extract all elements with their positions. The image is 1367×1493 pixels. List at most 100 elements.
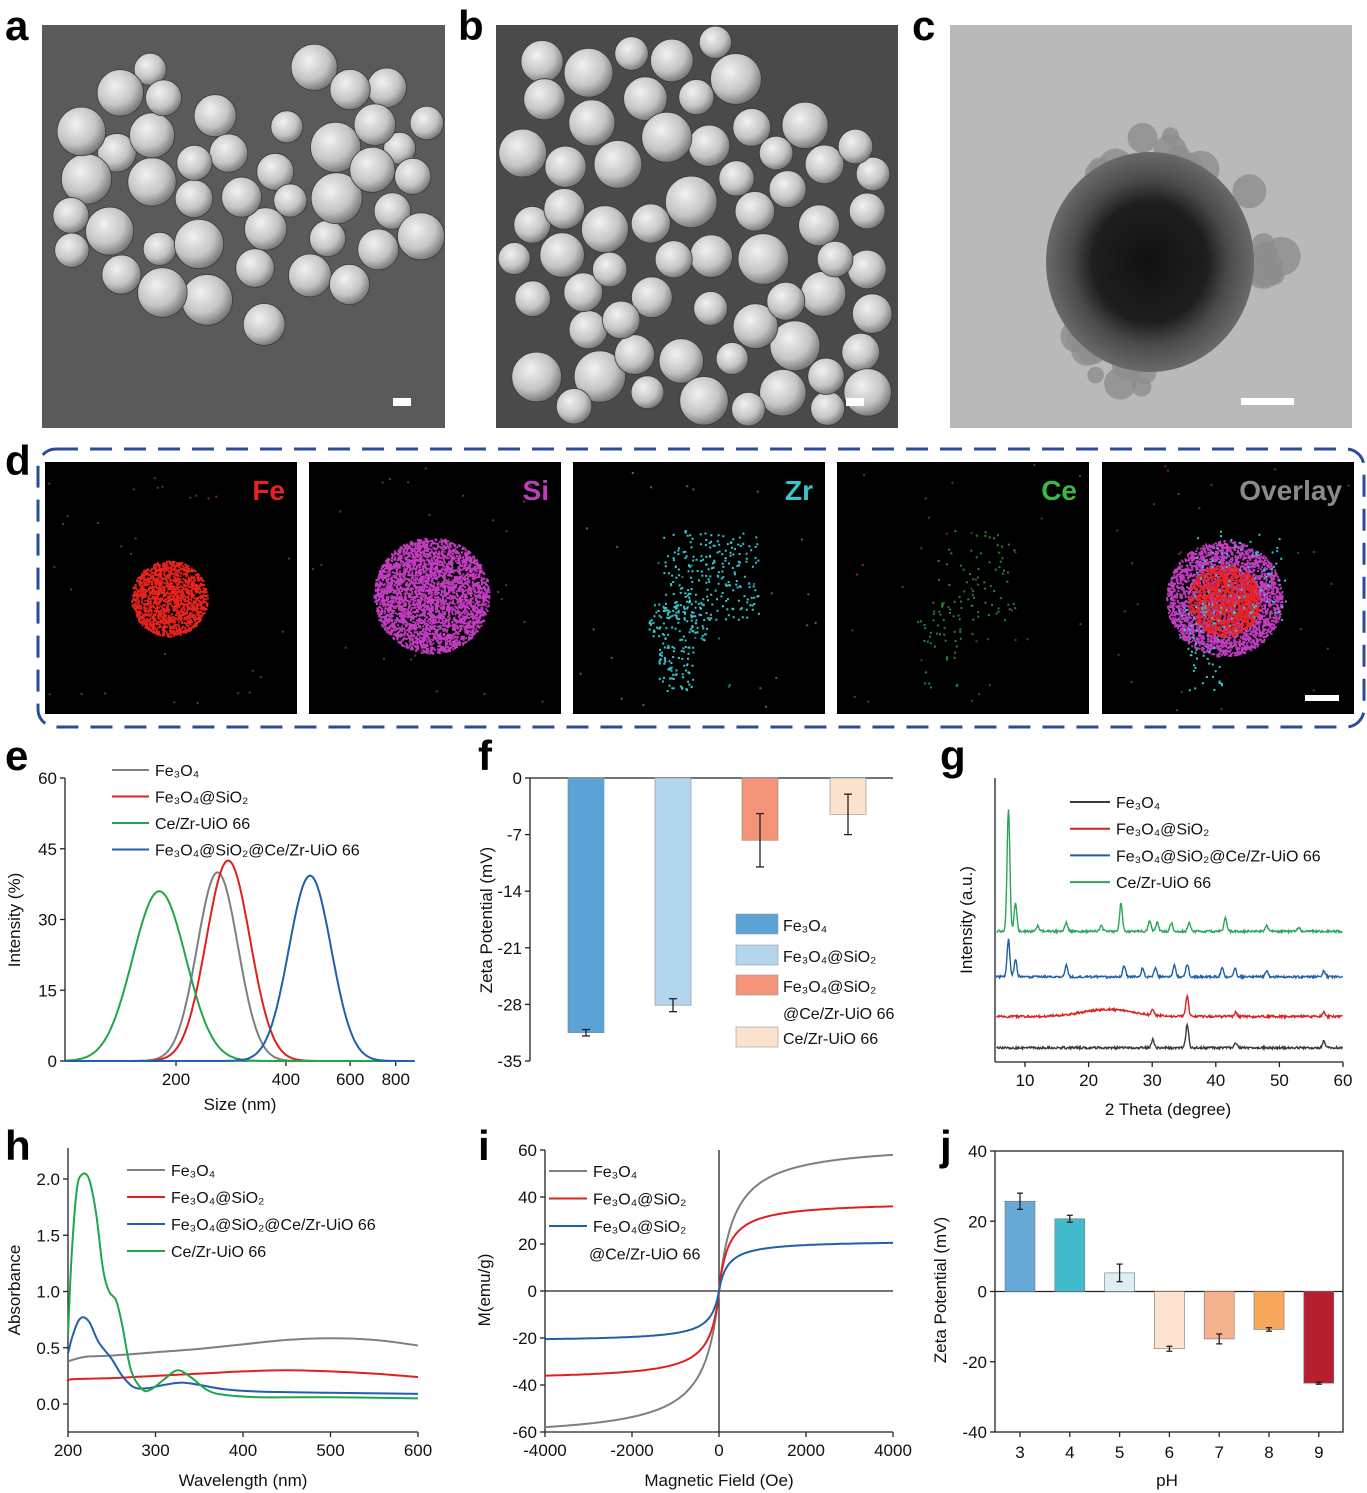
absorbance-curve-2: [67, 1316, 419, 1395]
bar-ph-9: [1303, 1291, 1335, 1384]
particle: [137, 267, 188, 318]
particle: [781, 101, 829, 149]
x-tick-label: 200: [54, 1441, 82, 1460]
x-tick-label: 7: [1214, 1443, 1223, 1462]
bar-0: [567, 777, 605, 1033]
bar-1: [654, 777, 692, 1006]
particle: [710, 53, 762, 105]
particle: [769, 320, 821, 372]
particle: [843, 368, 892, 417]
y-tick-label: -60: [512, 1423, 537, 1442]
y-tick-label: 0: [528, 1282, 537, 1301]
particle: [715, 342, 749, 375]
particle: [614, 36, 649, 71]
bar-ph-3: [1004, 1200, 1036, 1292]
particle: [394, 157, 432, 195]
particle: [511, 351, 562, 403]
x-tick-label: 30: [1143, 1071, 1162, 1090]
particle: [798, 204, 840, 247]
x-tick-label: 2000: [787, 1441, 825, 1460]
particle: [641, 111, 693, 163]
x-tick-label: 800: [382, 1070, 410, 1089]
particle: [568, 310, 608, 350]
y-tick-label: 60: [38, 769, 57, 788]
cluster: [1232, 174, 1267, 209]
particle: [498, 128, 548, 178]
absorbance-curve-3: [67, 1172, 419, 1400]
dls-curve-0: [66, 871, 414, 1062]
y-tick-label: 30: [38, 911, 57, 930]
y-tick-label: -40: [512, 1376, 537, 1395]
x-tick-label: -4000: [523, 1441, 566, 1460]
y-tick-label: -7: [507, 826, 522, 845]
x-tick-label: 4: [1065, 1443, 1074, 1462]
particle: [349, 146, 396, 193]
y-tick-label: 15: [38, 981, 57, 1000]
legend-label: Fe₃O₄@SiO₂: [593, 1219, 686, 1236]
particle: [366, 67, 407, 108]
legend-label: Fe₃O₄@SiO₂: [171, 1190, 264, 1207]
scale-bar: [1241, 398, 1294, 405]
y-axis-label: Intensity (a.u.): [957, 866, 976, 974]
eds-map-label: Fe: [252, 475, 285, 506]
scale-bar: [846, 398, 864, 406]
panel-label-g: g: [940, 732, 966, 779]
particle: [678, 79, 715, 116]
bar-ph-4: [1054, 1218, 1086, 1292]
particle: [56, 106, 107, 157]
eds-map-label: Zr: [785, 475, 813, 506]
legend-label: Fe₃O₄: [171, 1163, 215, 1180]
particle: [256, 152, 295, 191]
y-tick-label: 0: [48, 1052, 57, 1071]
y-tick-label: 20: [968, 1212, 987, 1231]
particle: [52, 197, 90, 234]
particle: [221, 176, 263, 218]
legend-label: @Ce/Zr-UiO 66: [589, 1247, 700, 1264]
y-tick-label: 2.0: [36, 1170, 60, 1189]
particle: [142, 231, 177, 266]
particle: [129, 112, 175, 159]
scale-bar: [393, 398, 411, 406]
particle: [759, 369, 807, 417]
y-tick-label: -20: [512, 1329, 537, 1348]
legend-label: Fe₃O₄@SiO₂: [1116, 822, 1209, 839]
legend-swatch: [735, 974, 779, 996]
particle: [658, 338, 704, 384]
legend-label: @Ce/Zr-UiO 66: [783, 1006, 894, 1023]
legend-label: Fe₃O₄: [783, 918, 827, 935]
panel-label-b: b: [458, 2, 484, 49]
x-tick-label: 500: [316, 1441, 344, 1460]
y-tick-label: 0: [513, 769, 522, 788]
particle: [768, 170, 807, 209]
y-tick-label: 0.0: [36, 1395, 60, 1414]
particle: [807, 357, 845, 395]
particle: [209, 133, 249, 173]
y-tick-label: 1.5: [36, 1226, 60, 1245]
particle: [497, 242, 531, 275]
y-tick-label: 1.0: [36, 1283, 60, 1302]
legend-label: Fe₃O₄@SiO₂: [783, 949, 876, 966]
x-tick-label: 0: [714, 1441, 723, 1460]
particle: [804, 144, 845, 185]
y-tick-label: 0: [978, 1283, 987, 1302]
x-tick-label: 20: [1079, 1071, 1098, 1090]
y-tick-label: 20: [518, 1235, 537, 1254]
particle: [96, 69, 144, 117]
particle: [54, 232, 90, 268]
particle: [732, 108, 772, 147]
legend-label: Fe₃O₄@SiO₂: [783, 979, 876, 996]
particle: [731, 391, 766, 427]
y-tick-label: 45: [38, 840, 57, 859]
particle: [688, 124, 731, 167]
absorbance-curve-0: [67, 1337, 419, 1363]
particle: [758, 135, 794, 171]
particle: [288, 253, 332, 298]
x-tick-label: 200: [162, 1070, 190, 1089]
particle: [592, 251, 628, 288]
legend-label: Ce/Zr-UiO 66: [171, 1244, 266, 1261]
zr-signal-dots: [648, 530, 760, 692]
legend-label: Fe₃O₄@SiO₂@Ce/Zr-UiO 66: [1116, 848, 1321, 865]
eds-map-zr: [573, 462, 825, 714]
cluster: [1087, 366, 1104, 384]
